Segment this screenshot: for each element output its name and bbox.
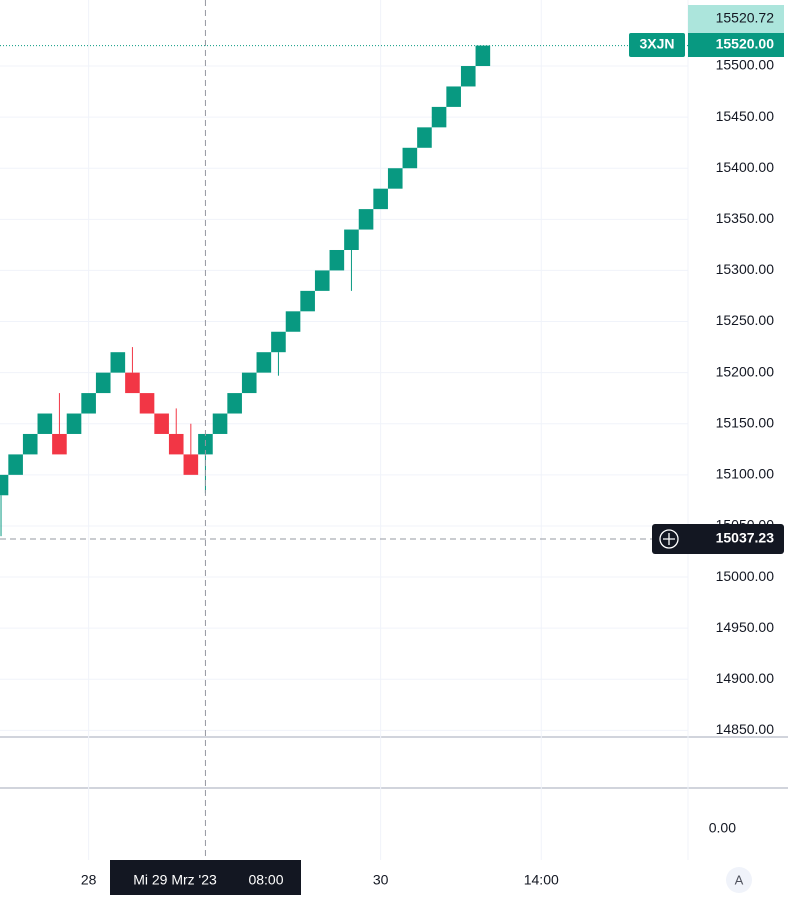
auto-scale-label: A (735, 872, 744, 887)
last-price-label: 15520.00 (716, 36, 775, 52)
symbol-label: 3XJN (639, 36, 674, 52)
y-tick-label: 15300.00 (716, 261, 775, 277)
brick (460, 66, 476, 87)
brick (0, 474, 9, 496)
y-tick-label: 15100.00 (716, 466, 775, 482)
brick (139, 393, 155, 414)
y-tick-label: 15500.00 (716, 57, 775, 73)
brick (22, 433, 38, 455)
pane-tick-label: 0.00 (709, 820, 736, 836)
brick (125, 372, 140, 394)
brick (475, 45, 491, 67)
x-tick-label: 14:00 (524, 872, 559, 888)
y-tick-label: 14900.00 (716, 670, 775, 686)
brick (183, 454, 199, 475)
brick (8, 454, 23, 475)
brick (329, 249, 345, 271)
last-price-box (688, 33, 784, 57)
y-tick-label: 15350.00 (716, 210, 775, 226)
brick (212, 413, 228, 434)
brick (37, 413, 53, 434)
auto-scale-button[interactable] (726, 867, 752, 893)
top-price-box (688, 5, 784, 33)
brick (373, 188, 388, 210)
y-tick-label: 15400.00 (716, 159, 775, 175)
brick (344, 229, 359, 250)
brick (241, 372, 257, 394)
y-tick-label: 14850.00 (716, 721, 775, 737)
y-tick-label: 15000.00 (716, 568, 775, 584)
brick (95, 372, 111, 394)
brick (285, 311, 301, 332)
brick (52, 433, 67, 455)
x-tick-label: 30 (373, 872, 389, 888)
brick (387, 168, 403, 189)
brick (300, 290, 315, 312)
brick (66, 413, 82, 434)
y-tick-label: 15450.00 (716, 108, 775, 124)
brick (256, 352, 272, 373)
brick (358, 209, 374, 230)
brick (271, 331, 286, 353)
y-tick-label: 14950.00 (716, 619, 775, 635)
brick (446, 86, 461, 107)
top-price-label: 15520.72 (716, 10, 775, 26)
brick (431, 106, 447, 128)
brick (154, 413, 169, 434)
brick (402, 147, 418, 169)
y-tick-label: 15250.00 (716, 312, 775, 328)
x-tick-label: 28 (81, 872, 97, 888)
crosshair-time-label: 08:00 (248, 872, 283, 888)
crosshair-price-label: 15037.23 (716, 530, 775, 546)
symbol-box (629, 33, 685, 57)
brick (314, 270, 330, 291)
add-button[interactable] (659, 529, 679, 549)
brick (227, 393, 242, 414)
brick (81, 393, 96, 414)
y-tick-label: 15150.00 (716, 414, 775, 430)
brick (168, 433, 184, 455)
add-icon (663, 532, 675, 545)
y-tick-label: 15200.00 (716, 363, 775, 379)
crosshair-time-box (110, 860, 301, 895)
brick (110, 352, 126, 373)
brick (417, 127, 432, 148)
crosshair-date-label: Mi 29 Mrz '23 (133, 872, 217, 888)
crosshair-price-box (652, 523, 784, 554)
